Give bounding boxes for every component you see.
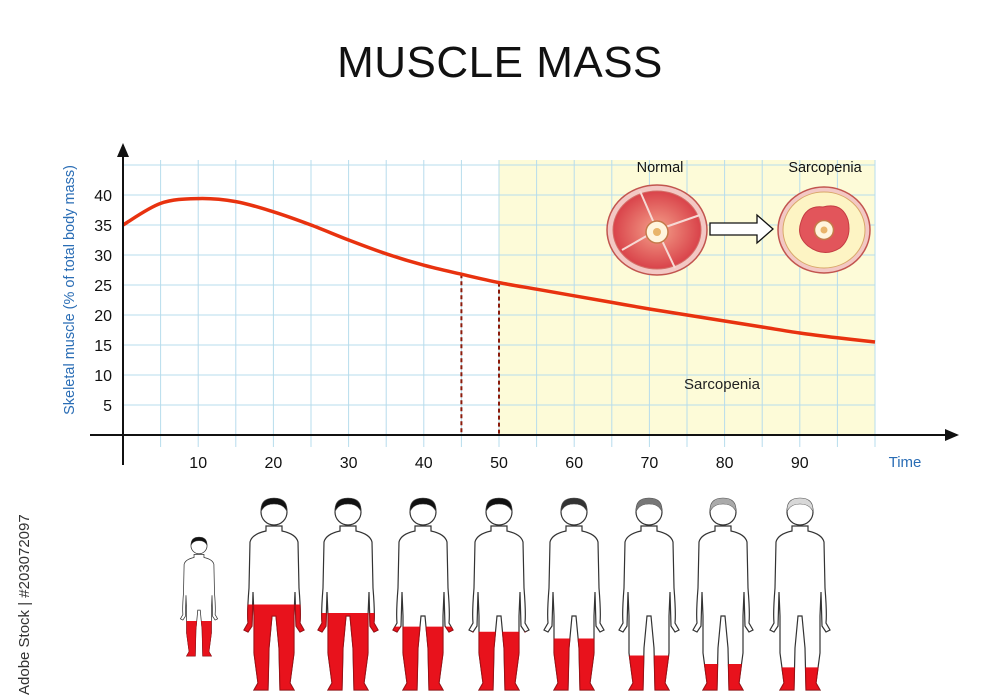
muscle-fill bbox=[471, 631, 527, 691]
x-tick-label: 90 bbox=[791, 455, 809, 472]
body-outline bbox=[468, 525, 530, 691]
x-tick-label: 30 bbox=[340, 455, 358, 472]
body-outline bbox=[769, 525, 831, 691]
body-outline bbox=[317, 525, 379, 691]
hair bbox=[190, 536, 208, 546]
body-outline bbox=[618, 525, 680, 691]
hair bbox=[786, 497, 814, 513]
body-figure bbox=[468, 497, 530, 691]
hair bbox=[409, 497, 437, 513]
body-figures bbox=[179, 497, 831, 691]
watermark-text: Adobe Stock | #203072097 bbox=[16, 514, 33, 695]
body-outline bbox=[543, 525, 605, 691]
hair bbox=[485, 497, 513, 513]
body-figure bbox=[317, 497, 379, 691]
x-tick-label: 60 bbox=[565, 455, 583, 472]
body-outline bbox=[392, 525, 454, 691]
y-tick-label: 20 bbox=[94, 308, 112, 325]
muscle-mass-curve bbox=[122, 196, 876, 344]
hair bbox=[560, 497, 588, 513]
x-axis-label: Time bbox=[889, 454, 922, 471]
x-tick-label: 50 bbox=[490, 455, 508, 472]
y-tick-label: 35 bbox=[94, 218, 112, 235]
hair bbox=[635, 497, 663, 513]
y-tick-label: 25 bbox=[94, 278, 112, 295]
body-figure bbox=[692, 497, 754, 691]
muscle-fill bbox=[317, 613, 379, 691]
y-tick-label: 10 bbox=[94, 368, 112, 385]
stock-watermark: Adobe Stock | #203072097 bbox=[2, 455, 42, 695]
cross-section-inset: Normal Sarcopenia bbox=[606, 160, 871, 276]
muscle-fill bbox=[392, 626, 454, 691]
sarcopenia-bone-marrow bbox=[820, 226, 828, 234]
normal-bone-marrow bbox=[653, 228, 661, 236]
body-figure bbox=[392, 497, 454, 691]
normal-label: Normal bbox=[637, 160, 684, 176]
x-tick-label: 10 bbox=[189, 455, 207, 472]
hair bbox=[334, 497, 362, 513]
muscle-fill bbox=[702, 664, 744, 691]
y-tick-label: 15 bbox=[94, 338, 112, 355]
body-figure bbox=[618, 497, 680, 691]
body-outline bbox=[179, 553, 219, 657]
sarcopenia-inset-label: Sarcopenia bbox=[788, 160, 862, 176]
muscle-fill bbox=[779, 667, 821, 691]
y-tick-label: 30 bbox=[94, 248, 112, 265]
x-tick-label: 20 bbox=[265, 455, 283, 472]
muscle-fill bbox=[628, 655, 670, 691]
hair bbox=[260, 497, 288, 513]
muscle-fill bbox=[553, 638, 595, 691]
x-tick-label: 70 bbox=[641, 455, 659, 472]
chart-title: MUSCLE MASS bbox=[337, 38, 663, 87]
y-tick-label: 5 bbox=[103, 398, 112, 415]
x-tick-label: 40 bbox=[415, 455, 433, 472]
y-axis-label: Skeletal muscle (% of total body mass) bbox=[62, 165, 78, 415]
sarcopenia-region-label: Sarcopenia bbox=[684, 376, 761, 393]
body-figure bbox=[769, 497, 831, 691]
body-figure bbox=[543, 497, 605, 691]
x-tick-label: 80 bbox=[716, 455, 734, 472]
body-outline bbox=[692, 525, 754, 691]
y-tick-label: 40 bbox=[94, 188, 112, 205]
transition-arrow bbox=[709, 213, 774, 245]
hair bbox=[709, 497, 737, 513]
body-figure bbox=[179, 536, 219, 657]
muscle-fill bbox=[243, 604, 305, 691]
body-figure bbox=[243, 497, 305, 691]
muscle-fill bbox=[186, 620, 212, 657]
